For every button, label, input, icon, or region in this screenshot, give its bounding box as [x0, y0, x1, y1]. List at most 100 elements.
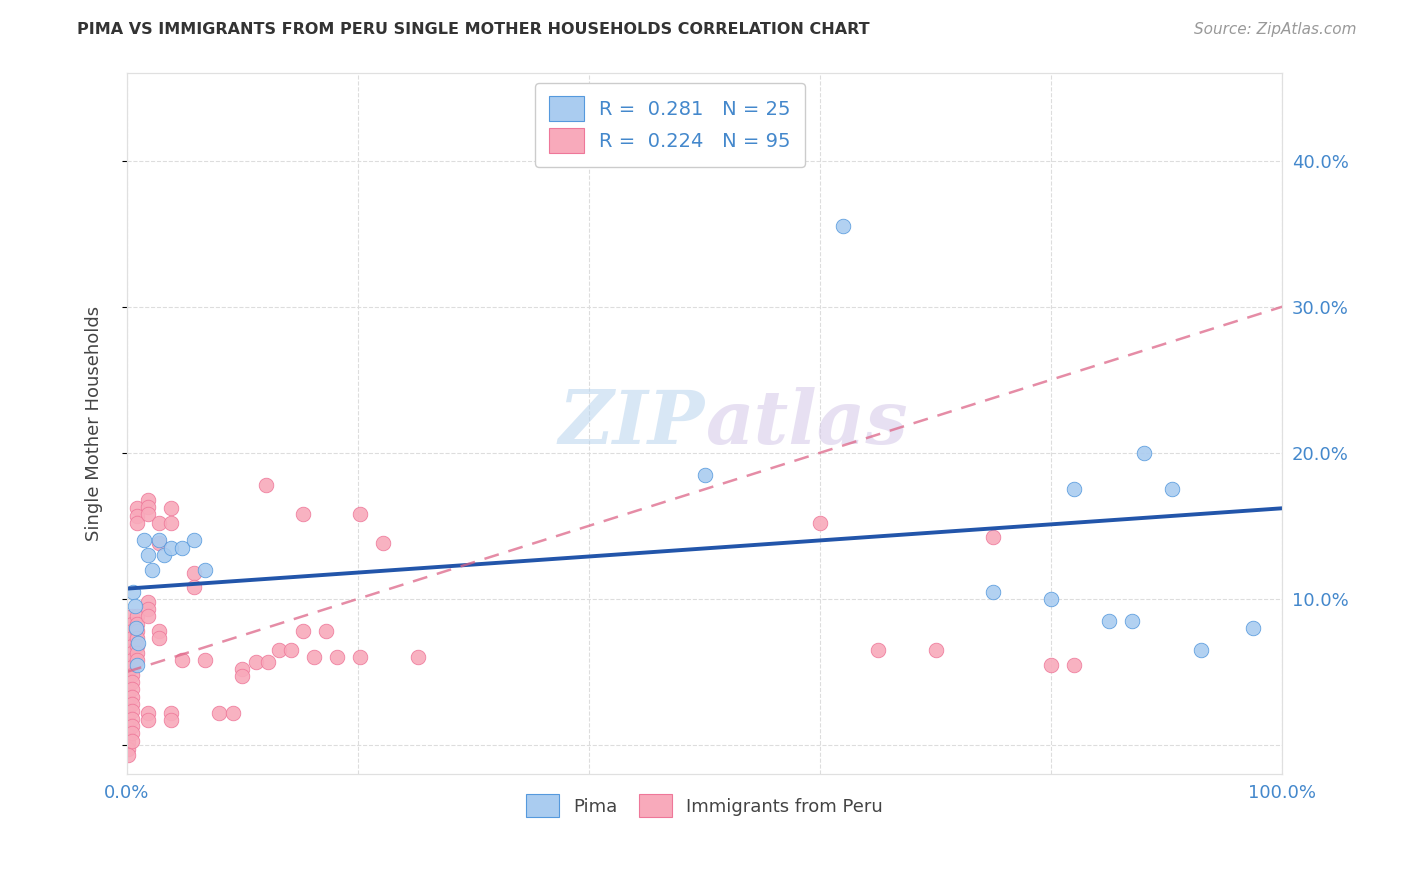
Point [194, 563, 217, 577]
Point [127, 616, 149, 631]
Y-axis label: Single Mother Households: Single Mother Households [86, 306, 103, 541]
Point [121, 616, 143, 631]
Text: atlas: atlas [704, 387, 907, 459]
Point [117, 662, 139, 676]
Point [832, 219, 855, 234]
Point [159, 516, 181, 530]
Point [117, 713, 139, 727]
Point [924, 643, 946, 657]
Point [121, 660, 143, 674]
Point [121, 726, 143, 740]
Point [136, 595, 159, 609]
Point [136, 713, 159, 727]
Point [406, 650, 429, 665]
Point [183, 580, 205, 594]
Point [208, 706, 231, 720]
Point [269, 643, 291, 657]
Point [136, 507, 159, 521]
Point [159, 713, 181, 727]
Point [121, 639, 143, 653]
Point [148, 624, 170, 638]
Point [254, 478, 277, 492]
Point [280, 643, 302, 657]
Point [121, 690, 143, 704]
Point [231, 662, 253, 676]
Point [172, 653, 194, 667]
Text: Source: ZipAtlas.com: Source: ZipAtlas.com [1194, 22, 1357, 37]
Point [194, 653, 217, 667]
Point [302, 650, 325, 665]
Point [127, 624, 149, 638]
Point [159, 541, 181, 555]
Point [183, 566, 205, 580]
Point [136, 706, 159, 720]
Point [117, 624, 139, 638]
Point [117, 742, 139, 756]
Point [148, 632, 170, 646]
Point [153, 548, 176, 562]
Point [136, 492, 159, 507]
Point [121, 697, 143, 711]
Point [148, 516, 170, 530]
Point [127, 657, 149, 672]
Point [117, 655, 139, 669]
Point [159, 706, 181, 720]
Point [121, 704, 143, 718]
Point [1189, 643, 1212, 657]
Point [127, 635, 149, 649]
Point [125, 621, 148, 635]
Point [127, 639, 149, 653]
Point [349, 650, 371, 665]
Point [349, 507, 371, 521]
Point [172, 541, 194, 555]
Point [127, 508, 149, 523]
Point [148, 533, 170, 548]
Point [117, 676, 139, 690]
Point [121, 667, 143, 681]
Point [121, 719, 143, 733]
Point [134, 533, 156, 548]
Text: ZIP: ZIP [558, 387, 704, 459]
Point [1121, 614, 1143, 628]
Point [1132, 446, 1154, 460]
Point [291, 624, 314, 638]
Point [121, 584, 143, 599]
Legend: Pima, Immigrants from Peru: Pima, Immigrants from Peru [519, 787, 890, 825]
Point [117, 684, 139, 698]
Point [183, 533, 205, 548]
Point [121, 675, 143, 690]
Point [117, 706, 139, 720]
Point [222, 706, 245, 720]
Point [127, 632, 149, 646]
Point [127, 609, 149, 624]
Point [121, 733, 143, 747]
Point [983, 531, 1005, 545]
Point [117, 698, 139, 713]
Point [1241, 621, 1264, 635]
Point [231, 669, 253, 683]
Point [127, 501, 149, 516]
Point [117, 691, 139, 706]
Point [148, 536, 170, 550]
Point [117, 632, 139, 647]
Point [315, 624, 337, 638]
Point [121, 646, 143, 660]
Point [127, 646, 149, 660]
Point [121, 682, 143, 697]
Point [127, 516, 149, 530]
Point [124, 599, 146, 614]
Point [121, 609, 143, 624]
Point [121, 712, 143, 726]
Point [245, 655, 267, 669]
Point [117, 720, 139, 734]
Point [117, 648, 139, 662]
Point [983, 584, 1005, 599]
Point [326, 650, 349, 665]
Text: PIMA VS IMMIGRANTS FROM PERU SINGLE MOTHER HOUSEHOLDS CORRELATION CHART: PIMA VS IMMIGRANTS FROM PERU SINGLE MOTH… [77, 22, 870, 37]
Point [117, 748, 139, 763]
Point [121, 632, 143, 646]
Point [121, 653, 143, 667]
Point [117, 735, 139, 749]
Point [1063, 483, 1085, 497]
Point [159, 501, 181, 516]
